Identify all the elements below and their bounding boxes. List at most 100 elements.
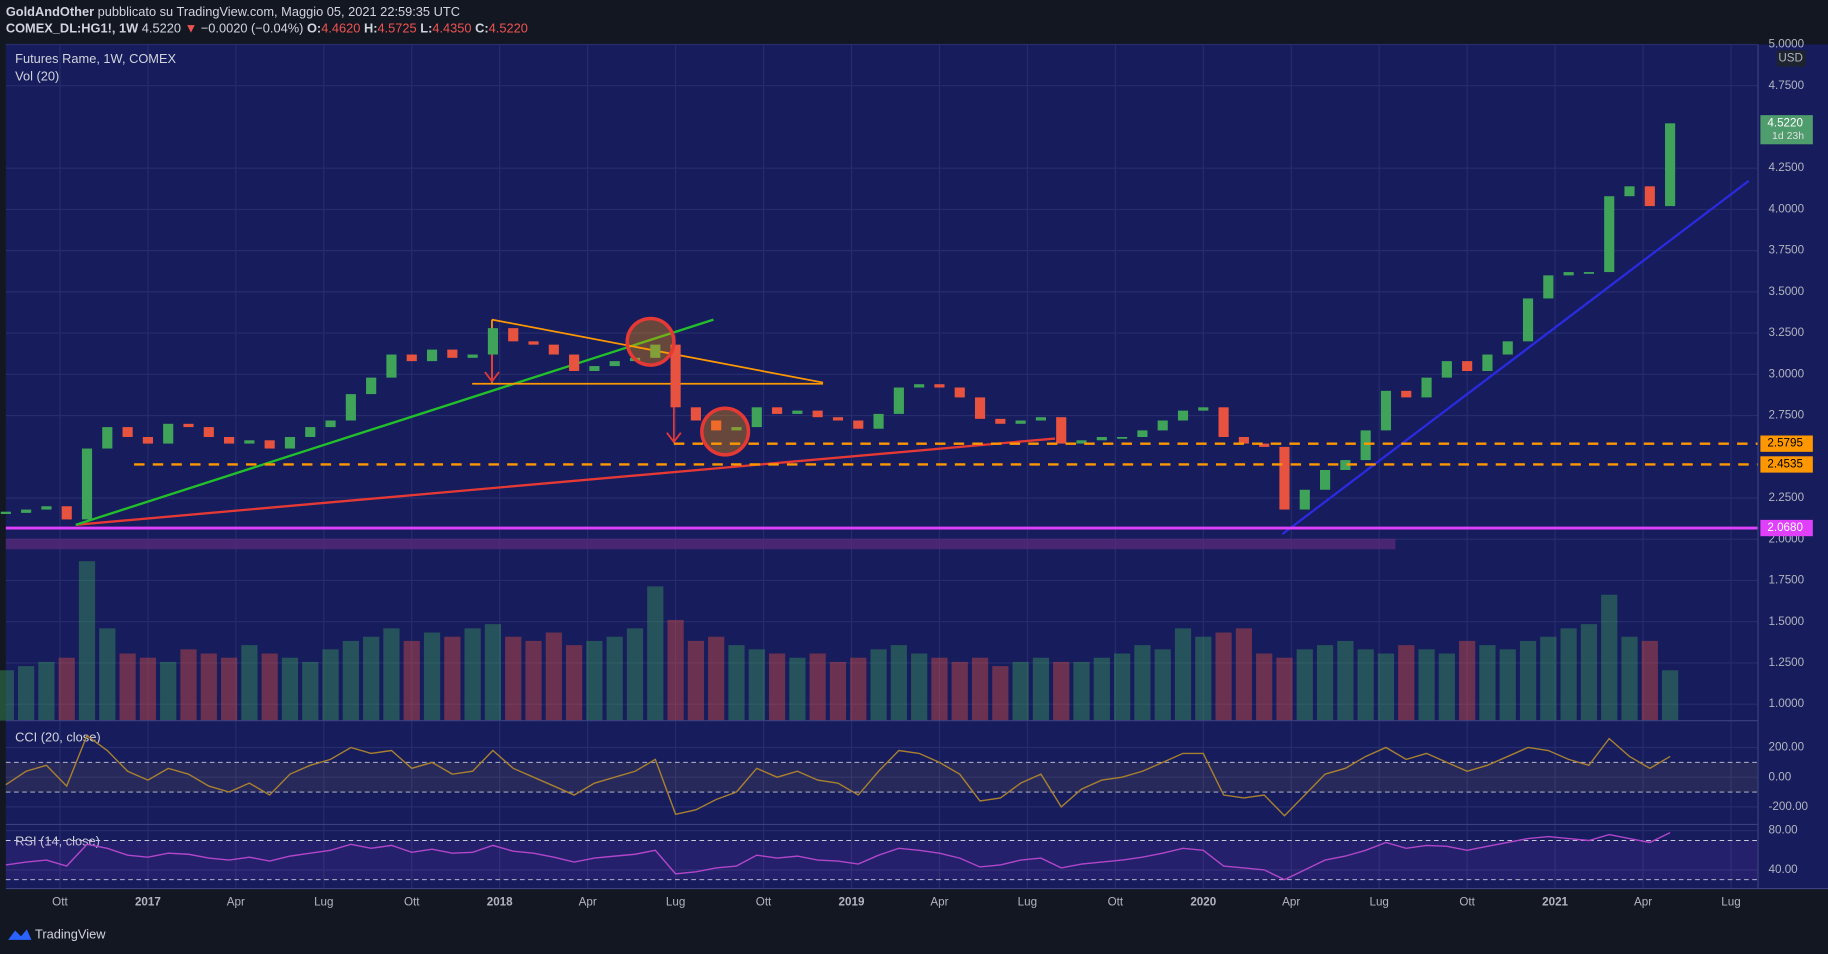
volume-bar [18, 666, 35, 721]
candle [954, 387, 965, 398]
candle [812, 410, 823, 418]
candle [386, 354, 397, 378]
candle [1522, 298, 1534, 342]
logo [8, 929, 32, 940]
candle [1076, 440, 1087, 444]
x-tick-label: Ott [756, 896, 772, 909]
chart-title: Futures Rame, 1W, COMEX [15, 51, 176, 66]
y-tick-label: 2.7500 [1769, 409, 1805, 422]
candles [0, 123, 1759, 530]
chart-subtitle: Vol (20) [15, 69, 59, 84]
last-price-label: 4.5220 [1767, 116, 1803, 129]
level-label: 2.4535 [1767, 458, 1803, 471]
x-tick-label: Lug [1369, 896, 1388, 909]
volume-bar [78, 561, 96, 721]
candle [1137, 430, 1148, 437]
volume-bar [403, 640, 420, 721]
highlights [625, 316, 751, 457]
y-tick-label: 1.0000 [1769, 697, 1805, 710]
candle [1583, 272, 1594, 274]
o-label: O: [307, 21, 321, 36]
indicator-title: CCI (20, close) [15, 730, 100, 745]
candle [893, 387, 904, 414]
volume-bar [139, 657, 157, 721]
volume-bar [687, 640, 705, 721]
candle [244, 440, 255, 444]
y-tick-label: 40.00 [1769, 863, 1799, 876]
volume-bar [200, 653, 217, 721]
level-label: 2.0680 [1767, 521, 1803, 534]
candle [406, 354, 417, 362]
candle [1502, 341, 1513, 355]
volume-bar [464, 628, 481, 721]
volume-bar [951, 661, 968, 721]
candle [1015, 420, 1026, 424]
candle [508, 328, 519, 342]
volume-bar [281, 657, 299, 721]
published: pubblicato su TradingView.com, Maggio 05… [98, 4, 460, 19]
h-label: H: [364, 21, 378, 36]
volume-bar [119, 653, 136, 721]
volume-bar [1235, 628, 1253, 721]
volume-bar [890, 645, 907, 721]
volume-bar [809, 653, 826, 721]
candle [366, 377, 377, 395]
candle [772, 407, 783, 414]
volume-bar [1357, 649, 1374, 721]
volume-bar [870, 649, 887, 721]
volume [0, 561, 1679, 721]
volume-bar [829, 661, 847, 721]
volume-bar [423, 632, 441, 721]
candle [1360, 430, 1371, 461]
y-tick-label: 4.2500 [1769, 161, 1805, 174]
level-label-box [1760, 456, 1813, 473]
candle [1238, 436, 1249, 444]
x-tick-label: 2020 [1190, 896, 1216, 909]
volume-bar [241, 645, 258, 721]
volume-bar [728, 645, 745, 721]
volume-bar [1256, 653, 1273, 721]
symbol: COMEX_DL:HG1!, 1W [6, 21, 139, 36]
y-tick-label: 2.2500 [1769, 491, 1805, 504]
volume-bar [971, 657, 989, 721]
level-label-box [1760, 435, 1813, 452]
volume-bar [261, 653, 278, 721]
candle [426, 349, 438, 362]
x-tick-label: 2019 [839, 896, 865, 909]
candle [467, 354, 478, 358]
x-tick-label: Ott [1459, 896, 1475, 909]
candle [1259, 443, 1270, 447]
volume-bar [160, 661, 177, 721]
x-tick-label: Apr [227, 896, 245, 909]
volume-bar [1134, 645, 1151, 721]
volume-bar [484, 624, 502, 721]
last-price-box [1760, 115, 1813, 145]
volume-bar [1296, 649, 1313, 721]
y-tick-label: 5.0000 [1769, 38, 1805, 51]
candle [914, 384, 925, 388]
candle [102, 427, 113, 449]
candle [142, 436, 153, 444]
volume-bar [1032, 657, 1050, 721]
volume-bar [1459, 640, 1476, 721]
brand-name: TradingView [35, 927, 106, 942]
volume-bar [38, 661, 55, 721]
candle [163, 423, 174, 444]
y-tick-label: 1.7500 [1769, 574, 1805, 587]
candle [1198, 407, 1209, 411]
volume-bar [1276, 657, 1293, 721]
level-label-box [1760, 519, 1813, 537]
candle [670, 344, 681, 408]
candle [751, 407, 762, 428]
candle [609, 361, 620, 367]
volume-bar [383, 628, 400, 721]
y-tick-label: 3.7500 [1769, 244, 1805, 257]
x-tick-label: Apr [1282, 896, 1300, 909]
volume-bar [565, 645, 583, 721]
candle [873, 413, 884, 429]
y-tick-label: 1.5000 [1769, 615, 1805, 628]
change: −0.0020 (−0.04%) [201, 21, 304, 36]
candle [974, 397, 986, 419]
candle [1624, 186, 1635, 197]
volume-bar [180, 649, 197, 721]
